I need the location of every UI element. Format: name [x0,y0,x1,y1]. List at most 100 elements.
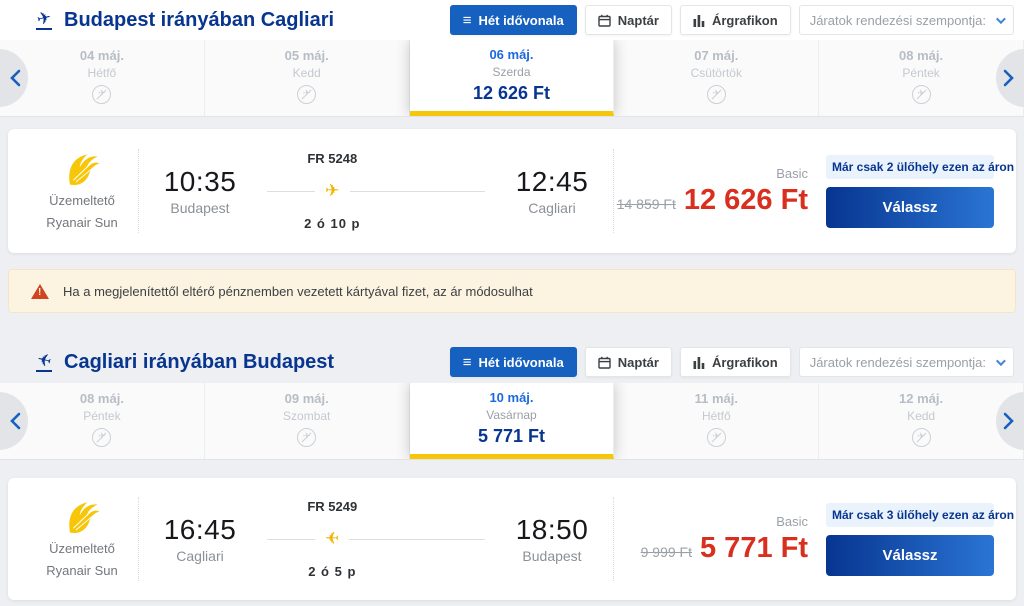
tab-date: 08 máj. [899,47,944,63]
date-tab-10-maj-selected[interactable]: 10 máj. Vasárnap 5 771 Ft [409,383,615,459]
week-timeline-label: Hét idővonala [478,12,564,28]
fare-name: Basic [776,513,808,529]
week-timeline-button[interactable]: ≡ Hét idővonala [449,347,577,377]
tab-day: Szombat [283,408,331,423]
chevron-down-icon [995,13,1006,24]
date-tab-09-maj[interactable]: 09 máj. Szombat [205,383,410,459]
divider [613,497,614,581]
tab-day: Péntek [83,408,121,423]
arrival-city: Budapest [522,548,582,564]
no-flight-icon [911,84,931,104]
menu-icon: ≡ [462,353,472,371]
arrival-city: Cagliari [528,200,576,216]
date-tab-08-maj[interactable]: 08 máj. Péntek [0,383,205,459]
date-tab-12-maj[interactable]: 12 máj. Kedd [819,383,1024,459]
tab-date: 07 máj. [694,47,739,63]
divider [138,149,139,233]
date-tab-06-maj-selected[interactable]: 06 máj. Szerda 12 626 Ft [409,40,615,116]
operator-name: Ryanair Sun [46,563,118,578]
chevron-left-icon [10,69,21,87]
week-timeline-button[interactable]: ≡ Hét idővonala [449,5,577,35]
arrival-block: 12:45 Cagliari [491,166,613,216]
operator-label: Üzemeltető [49,193,115,209]
return-flight-card: Üzemeltető Ryanair Sun 16:45 Cagliari FR… [8,478,1016,600]
current-price: 12 626 Ft [683,183,808,216]
sort-label: Járatok rendezési szempontja: [809,354,986,370]
chevron-right-icon [1003,412,1014,430]
no-flight-icon [92,84,112,104]
original-price: 9 999 Ft [640,543,692,560]
takeoff-plane-icon: ✈ [34,7,54,30]
seats-left-badge: Már csak 2 ülőhely ezen az áron [826,154,1014,179]
no-flight-icon [706,84,726,104]
flight-number: FR 5249 [307,499,358,514]
no-flight-icon [297,427,317,447]
seats-left-badge: Már csak 3 ülőhely ezen az áron [826,502,1014,527]
warning-icon [31,283,49,299]
tab-day: Kedd [907,408,936,423]
price-graph-label: Árgrafikon [711,354,778,370]
route-block: FR 5249 ✈ 2 ó 5 p [261,493,491,585]
price-graph-button[interactable]: Árgrafikon [679,347,791,377]
warning-text: Ha a megjelenítettől eltérő pénznemben v… [63,283,533,299]
divider [138,497,139,581]
ryanair-logo-icon [69,502,100,534]
calendar-label: Naptár [617,354,659,370]
divider [613,149,614,233]
date-tab-07-maj[interactable]: 07 máj. Csütörtök [614,40,820,116]
currency-warning-banner: Ha a megjelenítettől eltérő pénznemben v… [8,269,1016,313]
sort-label: Járatok rendezési szempontja: [809,12,986,28]
date-tab-05-maj[interactable]: 05 máj. Kedd [205,40,410,116]
plane-route-icon: ✈ [315,182,350,200]
tab-date: 05 máj. [284,47,329,63]
tab-price: 5 771 Ft [477,426,546,446]
tab-date: 09 máj. [284,390,329,406]
tab-date: 08 máj. [79,390,124,406]
tab-date: 04 máj. [79,47,124,63]
arrival-block: 18:50 Budapest [491,514,613,564]
operator-block: Üzemeltető Ryanair Sun [26,150,138,231]
outbound-flight-card: Üzemeltető Ryanair Sun 10:35 Budapest FR… [8,129,1016,253]
tab-day: Péntek [902,65,940,80]
calendar-icon [598,356,611,369]
bar-chart-icon [693,14,705,27]
departure-city: Budapest [170,200,230,216]
original-price: 14 859 Ft [616,195,676,212]
return-title: Cagliari irányában Budapest [64,350,335,373]
return-date-carousel: 08 máj. Péntek 09 máj. Szombat 10 máj. V… [0,383,1024,460]
date-tab-04-maj[interactable]: 04 máj. Hétfő [0,40,205,116]
tab-date: 12 máj. [899,390,944,406]
flight-duration: 2 ó 10 p [304,216,361,231]
tab-price: 12 626 Ft [472,83,551,103]
fare-name: Basic [776,165,808,181]
chevron-down-icon [995,355,1006,366]
no-flight-icon [297,84,317,104]
calendar-button[interactable]: Naptár [584,5,672,35]
current-price: 5 771 Ft [700,531,808,564]
calendar-button[interactable]: Naptár [584,347,672,377]
tab-date: 10 máj. [489,390,534,405]
outbound-title: Budapest irányában Cagliari [64,8,335,31]
operator-block: Üzemeltető Ryanair Sun [26,498,138,579]
tab-date: 11 máj. [694,390,738,406]
departure-block: 10:35 Budapest [139,166,261,216]
select-flight-button[interactable]: Válassz [826,186,994,228]
price-graph-label: Árgrafikon [711,12,778,28]
date-tab-08-maj[interactable]: 08 máj. Péntek [819,40,1024,116]
flight-number: FR 5248 [307,151,358,166]
tab-day: Szerda [492,65,531,79]
cta-block: Már csak 2 ülőhely ezen az áron Válassz [826,154,1014,228]
route-line [267,539,485,540]
outbound-section-header: ✈ Budapest irányában Cagliari ≡ Hét időv… [0,0,1024,40]
calendar-icon [598,14,611,27]
price-block: Basic 14 859 Ft 12 626 Ft [614,166,826,217]
sort-dropdown[interactable]: Járatok rendezési szempontja: [798,347,1014,377]
sort-dropdown[interactable]: Járatok rendezési szempontja: [798,5,1014,35]
departure-time: 10:35 [163,166,237,197]
price-graph-button[interactable]: Árgrafikon [679,5,791,35]
select-flight-button[interactable]: Válassz [826,534,994,576]
tab-day: Kedd [292,65,321,80]
date-tab-11-maj[interactable]: 11 máj. Hétfő [614,383,820,459]
chevron-left-icon [10,412,21,430]
return-section-header: ✈ Cagliari irányában Budapest ≡ Hét időv… [0,341,1024,383]
